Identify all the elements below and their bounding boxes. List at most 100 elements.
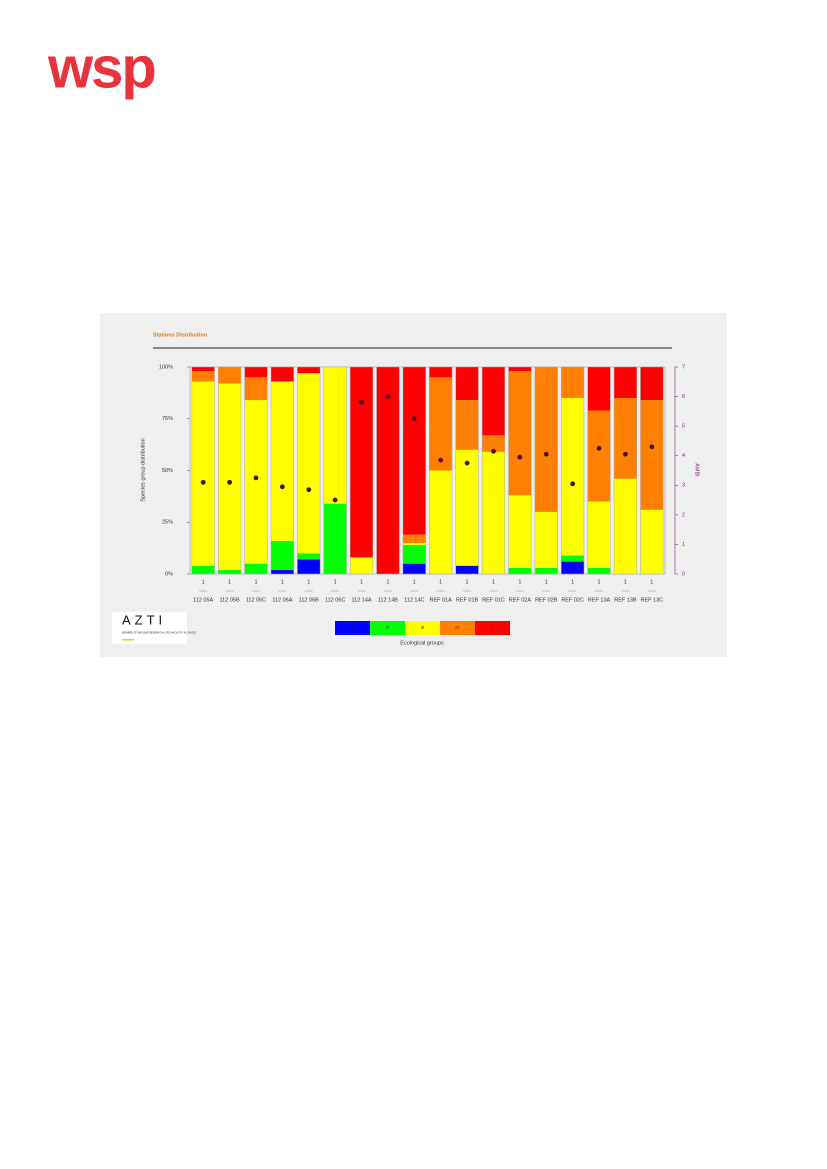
- sample-count: 1: [597, 579, 600, 585]
- bar-segment: [244, 377, 268, 401]
- bar-segment: [614, 398, 637, 479]
- sample-count: 1: [571, 579, 574, 585]
- bar-segment: [297, 367, 321, 374]
- ambi-point: [623, 451, 628, 457]
- legend-label: III: [421, 625, 425, 630]
- bar-segment: [271, 381, 294, 541]
- bar-segment: [297, 373, 321, 554]
- bar-segment: [508, 371, 532, 496]
- y-tick-label: 50%: [162, 468, 173, 474]
- y-tick-label: 0%: [165, 571, 173, 577]
- bar-outline: [508, 366, 532, 575]
- legend-title: Ecological groups: [400, 640, 444, 646]
- bar-segment: [271, 367, 294, 382]
- bar-outline: [270, 366, 294, 575]
- x-tick-label: REF 02B: [535, 597, 558, 603]
- x-tick-label: 112 14B: [378, 597, 398, 603]
- x-tick-label: REF 01A: [430, 597, 453, 603]
- bar-segment: [429, 470, 453, 574]
- bar-segment: [244, 367, 268, 378]
- x-tick-label: REF 02A: [509, 597, 532, 603]
- ambi-point: [649, 444, 655, 450]
- bar-segment: [244, 400, 268, 564]
- sample-count: 1: [518, 579, 521, 585]
- sample-count: 1: [386, 579, 389, 585]
- y-tick-label: 25%: [162, 520, 173, 526]
- bar-segment: [218, 383, 241, 570]
- bar-segment: [508, 495, 532, 568]
- x-tick-label: REF 01C: [482, 597, 505, 603]
- ambi-point: [253, 475, 259, 481]
- sample-count: 1: [624, 579, 627, 585]
- legend-label: II: [386, 625, 389, 630]
- ambi-point: [570, 481, 576, 487]
- bar-outline: [376, 366, 400, 575]
- bar-outline: [455, 366, 479, 575]
- bar-outline: [349, 366, 374, 575]
- bar-segment: [561, 555, 584, 562]
- bar-outline: [561, 366, 585, 575]
- bar-outline: [217, 366, 242, 575]
- bar-segment: [297, 559, 321, 574]
- ambi-point: [279, 484, 285, 490]
- bar-outline: [534, 366, 558, 575]
- bar-segment: [244, 563, 268, 574]
- azti-logo: AZTI: [122, 612, 166, 627]
- ambi-point: [332, 497, 338, 503]
- y2-tick-label: 0: [682, 571, 685, 577]
- ambi-point: [491, 448, 496, 454]
- y2-tick-label: 3: [682, 483, 685, 489]
- bar-segment: [402, 545, 426, 564]
- x-tick-label: REF 02C: [561, 597, 584, 603]
- wsp-logo: wsp: [47, 35, 155, 100]
- bar-segment: [191, 371, 215, 382]
- legend-swatch: [475, 621, 510, 635]
- y2-tick-label: 7: [682, 364, 685, 370]
- legend-label: IV: [455, 625, 459, 630]
- bar-segment: [271, 569, 294, 574]
- bar-segment: [271, 540, 294, 570]
- y2-axis-label: AMBI: [694, 463, 700, 477]
- bar-segment: [402, 534, 426, 543]
- bar-segment: [587, 367, 611, 411]
- bar-segment: [376, 367, 400, 574]
- x-tick-label: REF 13B: [614, 597, 637, 603]
- y2-tick-label: 4: [682, 453, 685, 459]
- y-tick-label: 75%: [162, 416, 173, 422]
- x-tick-label: 112 14A: [351, 597, 371, 603]
- legend-swatch: [335, 621, 370, 635]
- bar-segment: [218, 569, 241, 574]
- bar-segment: [482, 367, 505, 436]
- bar-segment: [482, 435, 505, 452]
- bar-segment: [614, 367, 637, 399]
- bar-outline: [481, 366, 506, 575]
- bar-segment: [508, 567, 532, 574]
- azti-tagline: MEMBER OF BASQUE RESEARCH & TECHNOLOGY A…: [122, 632, 196, 635]
- bar-segment: [455, 367, 479, 401]
- bar-segment: [455, 400, 479, 450]
- bar-outline: [640, 366, 664, 575]
- bar-segment: [402, 367, 426, 535]
- azti-accent: [122, 639, 134, 641]
- ambi-point: [464, 460, 470, 466]
- y2-tick-label: 5: [682, 424, 685, 430]
- bar-segment: [297, 553, 321, 560]
- ambi-point: [438, 457, 444, 463]
- bar-segment: [614, 478, 637, 574]
- ambi-point: [543, 451, 549, 457]
- bar-segment: [455, 565, 479, 574]
- bar-segment: [323, 503, 347, 574]
- bar-segment: [191, 367, 215, 372]
- ambi-point: [385, 394, 391, 399]
- sample-count: 1: [650, 579, 653, 585]
- bar-segment: [350, 557, 373, 574]
- legend-swatch: [405, 621, 440, 635]
- bar-segment: [587, 501, 611, 568]
- y-tick-label: 100%: [159, 364, 173, 370]
- bar-outline: [191, 366, 215, 575]
- bar-segment: [482, 451, 505, 574]
- bar-outline: [402, 366, 426, 575]
- bar-segment: [402, 563, 426, 574]
